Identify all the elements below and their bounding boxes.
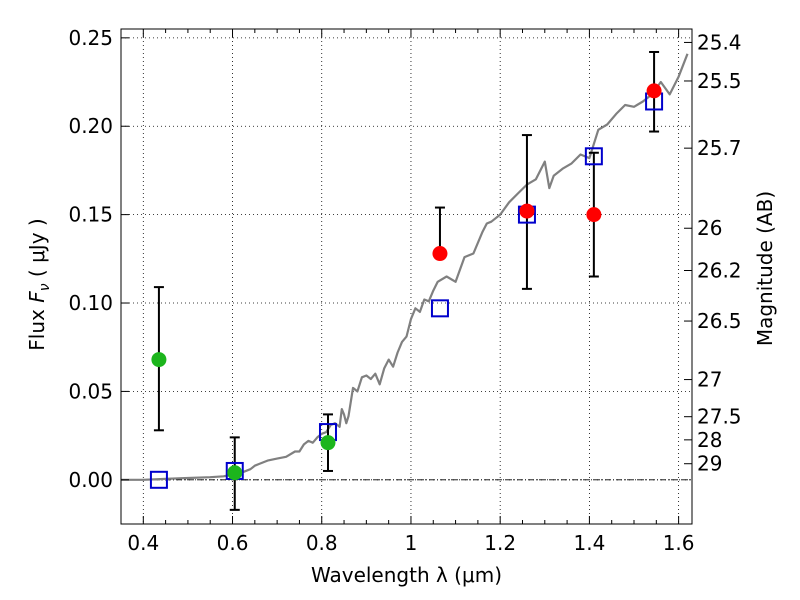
right-tick-label: 25.7 (697, 136, 742, 160)
x-tick-label: 0.4 (127, 531, 159, 555)
y-axis-title-left: Flux Fν ( μJy ) (25, 218, 53, 350)
detections-red-point (432, 246, 448, 262)
detections-green-point (227, 465, 243, 481)
y-axis-title-right: Magnitude (AB) (753, 191, 777, 346)
y-axis-title-subscript: ν (37, 283, 53, 291)
model-photometry-square (584, 147, 603, 166)
detections-green-point (320, 435, 336, 451)
right-tick-label: 27.5 (697, 405, 742, 429)
y-tick-label: 0.15 (68, 203, 113, 227)
y-tick-label: 0.00 (68, 468, 113, 492)
y-axis-title-suffix: ( μJy ) (25, 218, 49, 283)
x-tick-label: 0.8 (306, 531, 338, 555)
detections-red-point (519, 203, 535, 219)
y-tick-label: 0.25 (68, 26, 113, 50)
detections-red-point (586, 207, 602, 223)
right-tick-label: 26 (697, 216, 722, 240)
right-tick-label: 25.5 (697, 69, 742, 93)
y-axis-title-symbol: F (25, 291, 49, 303)
x-axis-title: Wavelength λ (μm) (311, 563, 502, 587)
detections-green-point (151, 352, 167, 368)
axis-ticks (120, 29, 692, 524)
right-tick-label: 25.4 (697, 30, 742, 54)
model-spectrum (121, 53, 689, 481)
model-photometry-square (430, 299, 449, 318)
y-tick-label: 0.10 (68, 291, 113, 315)
x-tick-label: 1.2 (484, 531, 516, 555)
y-axis-title-prefix: Flux (25, 303, 49, 351)
right-tick-label: 26.5 (697, 309, 742, 333)
plot-frame (120, 28, 693, 525)
model-photometry-square (149, 470, 168, 489)
detections-red-point (646, 83, 662, 99)
y-tick-label: 0.05 (68, 379, 113, 403)
right-tick-label: 28 (697, 428, 722, 452)
data-markers (149, 83, 664, 489)
x-tick-label: 1.6 (663, 531, 695, 555)
x-tick-label: 1.4 (573, 531, 605, 555)
right-tick-label: 27 (697, 368, 722, 392)
tick-labels: 0.4 0.6 0.8 1 1.2 1.4 1.6 0.00 0.05 0.10 0.15 0.20 0… (68, 26, 741, 555)
x-tick-label: 1 (405, 531, 418, 555)
x-tick-label: 0.6 (217, 531, 249, 555)
right-tick-label: 29 (697, 452, 722, 476)
right-tick-label: 26.2 (697, 258, 742, 282)
model-spectrum-line (121, 53, 689, 481)
y-tick-label: 0.20 (68, 114, 113, 138)
